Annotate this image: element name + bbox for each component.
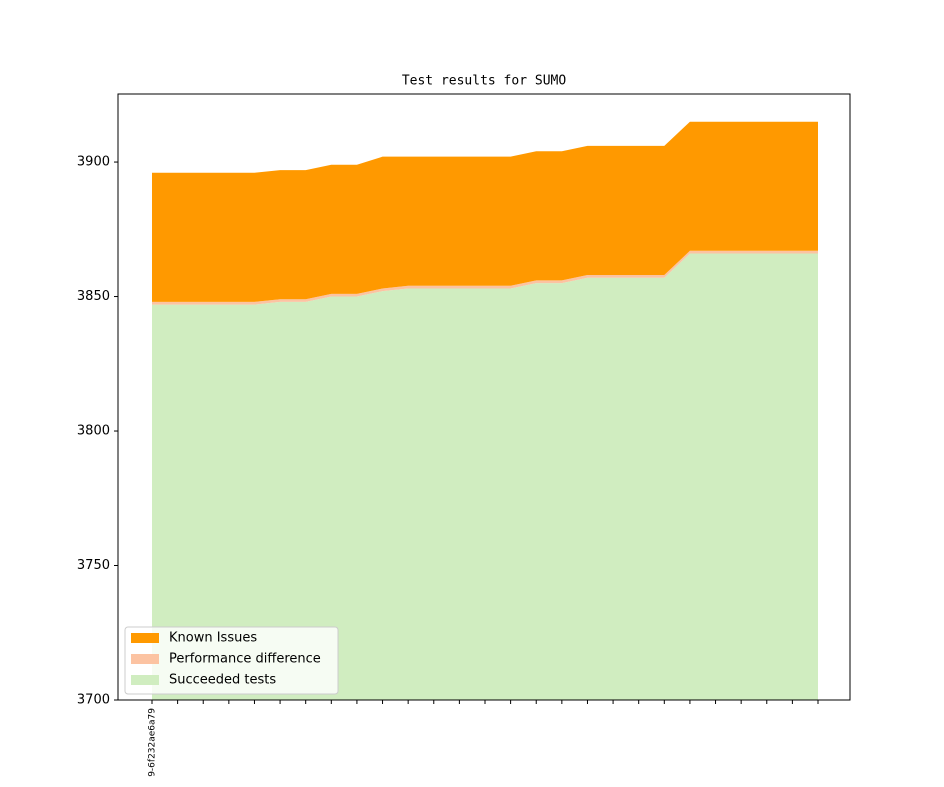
legend-swatch [131,654,159,664]
area [152,253,818,700]
area [152,121,818,302]
plot-frame [117,93,851,701]
legend-swatch [131,675,159,685]
y-tick-label: 3700 [77,693,110,708]
legend: Known Issues Performance difference Succee… [124,626,339,695]
y-tick-label: 3750 [77,558,110,573]
legend-label: Known Issues [169,631,257,646]
legend-frame [124,626,339,695]
x-tick-label: 9-6f232ae6a79 [148,708,158,777]
y-tick-label: 3800 [77,424,110,439]
legend-swatch [131,633,159,643]
legend-label: Succeeded tests [169,673,276,688]
y-tick-label: 3900 [77,155,110,170]
chart-title: Test results for SUMO [402,74,567,89]
legend-label: Performance difference [169,652,321,667]
y-tick-label: 3850 [77,289,110,304]
